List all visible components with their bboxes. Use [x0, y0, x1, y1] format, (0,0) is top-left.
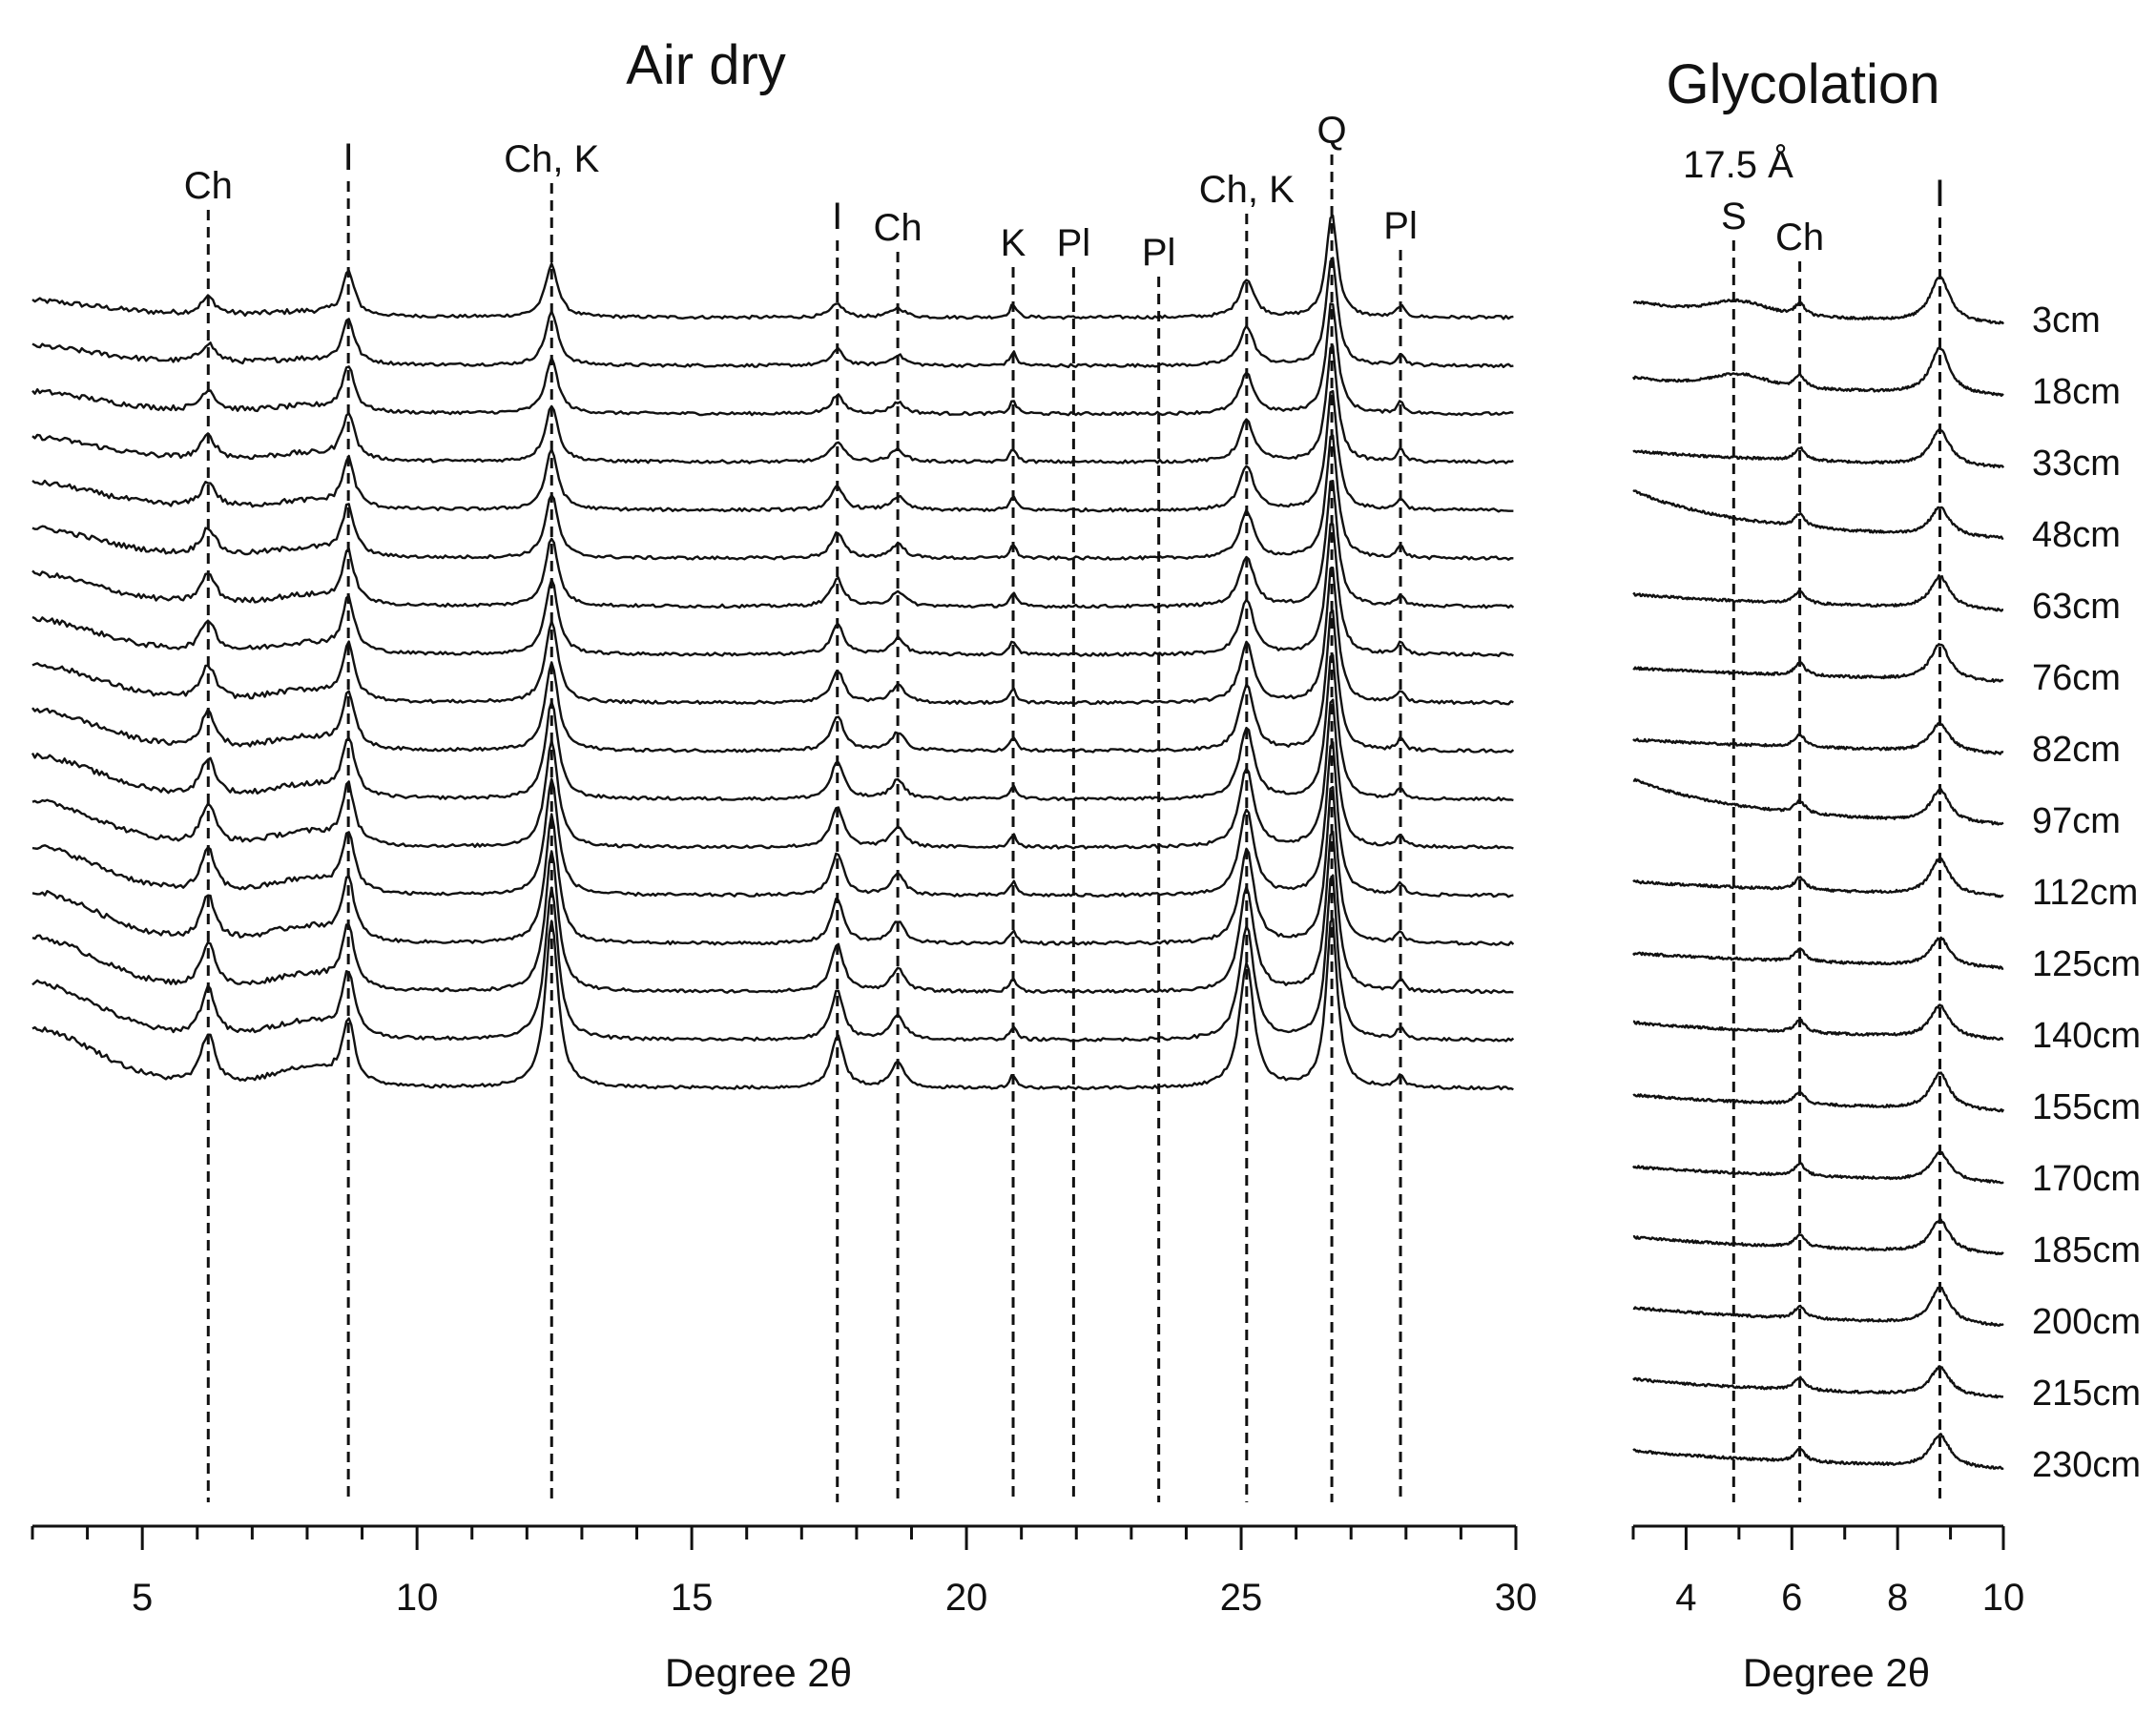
air-dry-x-label: Degree 2θ [665, 1650, 852, 1695]
glycolation-trace-3cm [1632, 276, 2005, 325]
air-dry-peak-label-6: Pl [1057, 222, 1091, 264]
glycolation-peak-guides [1731, 217, 1941, 1502]
depth-label-185cm: 185cm [2032, 1230, 2141, 1271]
glycolation-peak-labels: S Ch I [1721, 173, 1945, 258]
glycolation-trace-230cm [1632, 1433, 2004, 1471]
air-dry-tick-label-15: 15 [671, 1577, 714, 1619]
air-dry-peak-label-5: K [1001, 222, 1026, 264]
air-dry-traces [31, 214, 1515, 1091]
air-dry-trace-140cm [31, 653, 1514, 802]
air-dry-tick-label-20: 20 [945, 1577, 988, 1619]
air-dry-panel: Ch I Ch, K I Ch K Pl Pl Ch, K Q Pl 5 10 15 20 25 30 Deg… [31, 110, 1538, 1695]
glycolation-tick-label-10: 10 [1982, 1577, 2025, 1619]
glycolation-tick-label-4: 4 [1675, 1577, 1696, 1619]
depth-label-200cm: 200cm [2032, 1302, 2141, 1342]
air-dry-trace-76cm [31, 434, 1514, 561]
air-dry-peak-label-2: Ch, K [504, 138, 599, 180]
air-dry-trace-33cm [31, 302, 1514, 417]
glycolation-trace-82cm [1632, 721, 2004, 755]
air-dry-trace-185cm [31, 785, 1515, 946]
depth-label-125cm: 125cm [2032, 944, 2141, 984]
glycolation-trace-63cm [1632, 574, 2004, 612]
depth-label-76cm: 76cm [2032, 658, 2121, 698]
depth-label-170cm: 170cm [2032, 1159, 2141, 1199]
depth-label-97cm: 97cm [2032, 801, 2121, 841]
glycolation-tick-label-8: 8 [1887, 1577, 1908, 1619]
air-dry-x-ticks: 5 10 15 20 25 30 [31, 1526, 1538, 1619]
depth-label-112cm: 112cm [2032, 873, 2138, 913]
glycolation-trace-170cm [1632, 1150, 2004, 1185]
air-dry-trace-3cm [31, 214, 1514, 320]
glycolation-x-label: Degree 2θ [1743, 1650, 1930, 1695]
depth-label-3cm: 3cm [2032, 300, 2101, 341]
air-dry-peak-label-3: I [832, 196, 842, 238]
glycolation-trace-97cm [1632, 777, 2004, 826]
air-dry-tick-label-5: 5 [132, 1577, 153, 1619]
glycolation-title: Glycolation [1667, 53, 1940, 115]
depth-label-82cm: 82cm [2032, 730, 2121, 770]
glycolation-traces [1631, 276, 2005, 1471]
depth-label-63cm: 63cm [2032, 587, 2121, 627]
air-dry-peak-label-0: Ch [184, 165, 233, 207]
air-dry-trace-97cm [31, 523, 1514, 657]
air-dry-trace-63cm [31, 389, 1514, 513]
glycolation-trace-140cm [1632, 1003, 2004, 1041]
air-dry-peak-label-7: Pl [1142, 232, 1176, 274]
depth-label-155cm: 155cm [2032, 1087, 2141, 1127]
air-dry-trace-170cm [31, 741, 1514, 899]
glycolation-trace-200cm [1632, 1286, 2004, 1327]
glycolation-annotation: 17.5 Å [1683, 143, 1793, 186]
glycolation-peak-label-0: S [1721, 196, 1747, 238]
air-dry-trace-125cm [31, 610, 1515, 754]
glycolation-trace-33cm [1632, 428, 2005, 469]
glycolation-trace-112cm [1632, 857, 2004, 899]
glycolation-trace-76cm [1632, 643, 2004, 683]
glycolation-peak-label-1: Ch [1775, 217, 1824, 258]
depth-label-33cm: 33cm [2032, 444, 2121, 484]
glycolation-trace-18cm [1631, 346, 2004, 398]
glycolation-tick-label-6: 6 [1781, 1577, 1802, 1619]
air-dry-trace-48cm [31, 344, 1514, 465]
glycolation-peak-label-2: I [1935, 173, 1945, 215]
depth-label-215cm: 215cm [2032, 1374, 2141, 1414]
air-dry-peak-label-8: Ch, K [1199, 169, 1295, 211]
air-dry-tick-label-10: 10 [396, 1577, 439, 1619]
glycolation-trace-48cm [1632, 488, 2004, 540]
depth-label-140cm: 140cm [2032, 1016, 2141, 1056]
depth-labels: 3cm 18cm 33cm 48cm 63cm 76cm 82cm 97cm 112cm 125c… [2032, 300, 2141, 1485]
depth-label-18cm: 18cm [2032, 372, 2121, 412]
glycolation-trace-125cm [1632, 936, 2004, 970]
air-dry-trace-82cm [31, 480, 1515, 610]
air-dry-trace-18cm [31, 257, 1514, 368]
air-dry-peak-label-9: Q [1317, 110, 1347, 152]
air-dry-trace-230cm [31, 918, 1514, 1091]
air-dry-tick-label-30: 30 [1495, 1577, 1538, 1619]
air-dry-trace-215cm [31, 874, 1515, 1043]
air-dry-peak-label-4: Ch [874, 207, 923, 249]
glycolation-x-ticks: 4 6 8 10 [1631, 1526, 2025, 1619]
air-dry-peak-label-1: I [343, 136, 354, 178]
air-dry-peak-guides [206, 155, 1402, 1502]
air-dry-peak-labels: Ch I Ch, K I Ch K Pl Pl Ch, K Q Pl [184, 110, 1418, 274]
air-dry-trace-200cm [31, 830, 1514, 995]
glycolation-trace-155cm [1632, 1071, 2005, 1113]
air-dry-peak-label-10: Pl [1383, 205, 1418, 247]
glycolation-trace-215cm [1632, 1365, 2004, 1399]
air-dry-title: Air dry [626, 34, 786, 96]
air-dry-trace-155cm [31, 698, 1514, 850]
depth-label-230cm: 230cm [2032, 1445, 2141, 1485]
glycolation-panel: 17.5 Å S Ch I 4 6 8 10 Degree 2θ 3cm 18cm 33cm 4… [1631, 143, 2141, 1695]
air-dry-tick-label-25: 25 [1220, 1577, 1263, 1619]
glycolation-trace-185cm [1632, 1217, 2004, 1256]
depth-label-48cm: 48cm [2032, 515, 2121, 555]
air-dry-trace-112cm [31, 567, 1514, 706]
